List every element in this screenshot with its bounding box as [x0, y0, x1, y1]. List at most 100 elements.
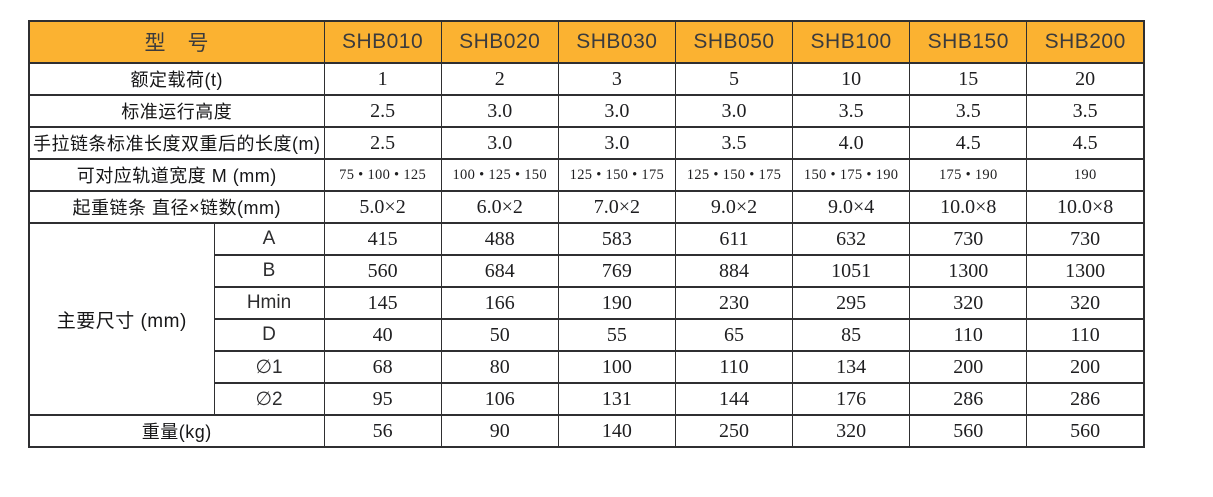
value-cell: 632 — [792, 222, 911, 256]
value-cell: 320 — [792, 414, 911, 448]
model-header-shb150: SHB150 — [909, 20, 1028, 64]
table-row-track-width: 可对应轨道宽度 M (mm) 75 • 100 • 125 100 • 125 … — [28, 158, 1145, 192]
spec-table: 型 号 SHB010 SHB020 SHB030 SHB050 SHB100 S… — [28, 20, 1145, 448]
table-row-rated-load: 额定载荷(t) 1 2 3 5 10 15 20 — [28, 62, 1145, 96]
table-row-dim-phi1: ∅1 68 80 100 110 134 200 200 — [29, 350, 1145, 384]
value-cell: 50 — [440, 318, 559, 352]
value-cell: 65 — [674, 318, 794, 352]
value-cell: 884 — [674, 254, 794, 288]
model-header-shb100: SHB100 — [792, 20, 911, 64]
value-cell: 730 — [909, 222, 1028, 256]
value-cell: 20 — [1026, 62, 1145, 96]
value-cell: 166 — [440, 286, 559, 320]
row-label: 可对应轨道宽度 M (mm) — [28, 158, 325, 192]
model-header-shb200: SHB200 — [1026, 20, 1145, 64]
value-cell: 125 • 150 • 175 — [674, 158, 794, 192]
model-label-header: 型 号 — [28, 20, 325, 64]
value-cell: 145 — [323, 286, 442, 320]
value-cell: 3.5 — [909, 94, 1028, 128]
value-cell: 15 — [909, 62, 1028, 96]
value-cell: 200 — [1026, 350, 1145, 384]
value-cell: 134 — [792, 350, 911, 384]
value-cell: 3.0 — [440, 126, 559, 160]
value-cell: 190 — [1026, 158, 1145, 192]
value-cell: 2.5 — [323, 126, 442, 160]
model-header-shb030: SHB030 — [557, 20, 676, 64]
value-cell: 583 — [557, 222, 676, 256]
value-cell: 286 — [1026, 382, 1145, 416]
model-header-shb010: SHB010 — [323, 20, 442, 64]
value-cell: 3.0 — [557, 126, 676, 160]
value-cell: 140 — [557, 414, 676, 448]
value-cell: 100 — [557, 350, 676, 384]
table-row-hand-chain-length: 手拉链条标准长度双重后的长度(m) 2.5 3.0 3.0 3.5 4.0 4.… — [28, 126, 1145, 160]
value-cell: 250 — [674, 414, 794, 448]
value-cell: 110 — [674, 350, 794, 384]
value-cell: 95 — [323, 382, 442, 416]
table-row-dim-d: D 40 50 55 65 85 110 110 — [29, 318, 1145, 352]
value-cell: 3.5 — [792, 94, 911, 128]
dim-sub-label: ∅1 — [213, 350, 325, 384]
value-cell: 90 — [440, 414, 559, 448]
row-label: 额定载荷(t) — [28, 62, 325, 96]
value-cell: 1 — [323, 62, 442, 96]
value-cell: 10 — [792, 62, 911, 96]
value-cell: 2.5 — [323, 94, 442, 128]
value-cell: 175 • 190 — [909, 158, 1028, 192]
dim-sub-label: A — [213, 222, 325, 256]
value-cell: 110 — [909, 318, 1028, 352]
table-row-dim-a: 主要尺寸 (mm) A 415 488 583 611 632 730 730 — [28, 222, 1145, 416]
value-cell: 75 • 100 • 125 — [323, 158, 442, 192]
value-cell: 3.5 — [1026, 94, 1145, 128]
value-cell: 560 — [909, 414, 1028, 448]
dim-sub-label: Hmin — [213, 286, 325, 320]
value-cell: 1300 — [909, 254, 1028, 288]
value-cell: 1300 — [1026, 254, 1145, 288]
table-row-standard-height: 标准运行高度 2.5 3.0 3.0 3.0 3.5 3.5 3.5 — [28, 94, 1145, 128]
value-cell: 200 — [909, 350, 1028, 384]
value-cell: 611 — [674, 222, 794, 256]
value-cell: 85 — [792, 318, 911, 352]
value-cell: 110 — [1026, 318, 1145, 352]
value-cell: 1051 — [792, 254, 911, 288]
model-header-shb050: SHB050 — [674, 20, 794, 64]
model-header-shb020: SHB020 — [440, 20, 559, 64]
dim-sub-label: ∅2 — [213, 382, 325, 416]
value-cell: 5.0×2 — [323, 190, 442, 224]
value-cell: 320 — [1026, 286, 1145, 320]
value-cell: 55 — [557, 318, 676, 352]
table-row-dim-b: B 560 684 769 884 1051 1300 1300 — [29, 254, 1145, 288]
value-cell: 40 — [323, 318, 442, 352]
value-cell: 131 — [557, 382, 676, 416]
value-cell: 3.5 — [674, 126, 794, 160]
value-cell: 7.0×2 — [557, 190, 676, 224]
value-cell: 488 — [440, 222, 559, 256]
value-cell: 2 — [440, 62, 559, 96]
table-row-weight: 重量(kg) 56 90 140 250 320 560 560 — [28, 414, 1145, 448]
value-cell: 5 — [674, 62, 794, 96]
value-cell: 4.0 — [792, 126, 911, 160]
value-cell: 415 — [323, 222, 442, 256]
dim-group-label: 主要尺寸 (mm) — [28, 222, 215, 416]
value-cell: 9.0×4 — [792, 190, 911, 224]
value-cell: 560 — [1026, 414, 1145, 448]
value-cell: 3.0 — [440, 94, 559, 128]
table-header-row: 型 号 SHB010 SHB020 SHB030 SHB050 SHB100 S… — [28, 20, 1145, 64]
value-cell: 769 — [557, 254, 676, 288]
value-cell: 4.5 — [909, 126, 1028, 160]
dim-sub-label: B — [213, 254, 325, 288]
value-cell: 190 — [557, 286, 676, 320]
table-row-dim-hmin: Hmin 145 166 190 230 295 320 320 — [29, 286, 1145, 320]
table-row-dim-phi2: ∅2 95 106 131 144 176 286 286 — [29, 382, 1145, 416]
value-cell: 730 — [1026, 222, 1145, 256]
value-cell: 150 • 175 • 190 — [792, 158, 911, 192]
value-cell: 56 — [323, 414, 442, 448]
row-label: 重量(kg) — [28, 414, 325, 448]
value-cell: 3.0 — [674, 94, 794, 128]
dim-sub-label: D — [213, 318, 325, 352]
value-cell: 68 — [323, 350, 442, 384]
value-cell: 100 • 125 • 150 — [440, 158, 559, 192]
row-label: 手拉链条标准长度双重后的长度(m) — [28, 126, 325, 160]
value-cell: 80 — [440, 350, 559, 384]
